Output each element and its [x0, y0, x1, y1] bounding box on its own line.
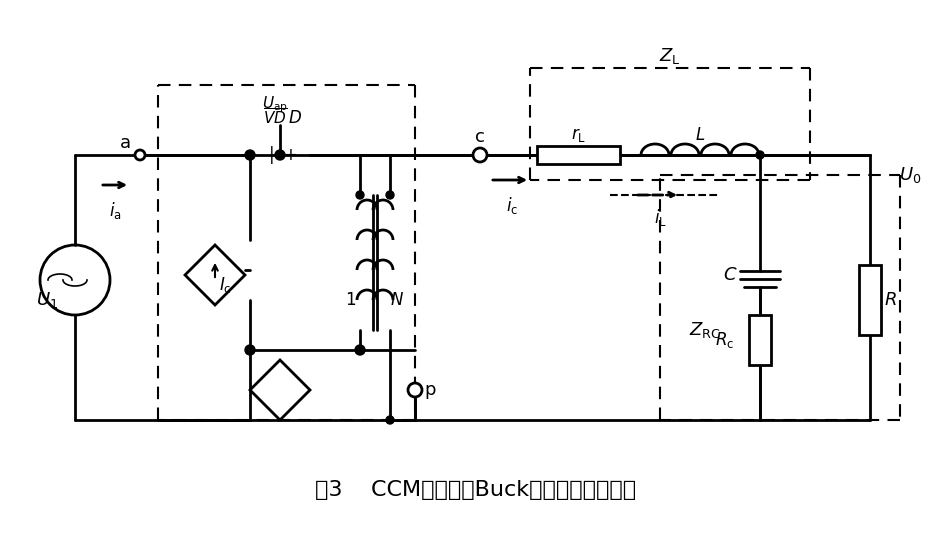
- Bar: [859, 265, 881, 335]
- Text: $i_{\rm L}$: $i_{\rm L}$: [653, 207, 666, 227]
- Text: $C$: $C$: [723, 266, 737, 284]
- Text: $R$: $R$: [883, 291, 897, 309]
- Circle shape: [356, 191, 364, 199]
- Text: 1: 1: [345, 291, 355, 309]
- Circle shape: [245, 345, 255, 355]
- Circle shape: [135, 150, 145, 160]
- Text: $U_{\rm ap}$: $U_{\rm ap}$: [262, 95, 288, 116]
- Text: p: p: [425, 381, 436, 399]
- Text: $I_{\rm c}$: $I_{\rm c}$: [219, 275, 231, 295]
- Circle shape: [245, 150, 255, 160]
- Text: +: +: [283, 146, 297, 164]
- Circle shape: [386, 191, 394, 199]
- Circle shape: [275, 150, 285, 160]
- Text: $L$: $L$: [695, 126, 705, 144]
- Text: a: a: [119, 134, 130, 152]
- Text: $\overline{VD}$: $\overline{VD}$: [263, 108, 288, 128]
- Circle shape: [355, 345, 365, 355]
- Text: $U_{\rm 0}$: $U_{\rm 0}$: [899, 165, 922, 185]
- Circle shape: [386, 416, 394, 424]
- Text: c: c: [475, 128, 485, 146]
- Text: $r_{\rm L}$: $r_{\rm L}$: [571, 126, 586, 144]
- Text: $N$: $N$: [390, 291, 404, 309]
- Text: $i_{\rm a}$: $i_{\rm a}$: [109, 199, 121, 221]
- Text: 图3    CCM模式下的Buck变换器小信号模型: 图3 CCM模式下的Buck变换器小信号模型: [315, 480, 637, 500]
- Text: $D$: $D$: [288, 109, 302, 127]
- Circle shape: [756, 151, 764, 159]
- Text: $i_{\rm c}$: $i_{\rm c}$: [506, 195, 518, 215]
- Text: $Z_{\rm RC}$: $Z_{\rm RC}$: [689, 320, 721, 340]
- Text: |: |: [269, 146, 275, 164]
- Text: $R_{\rm c}$: $R_{\rm c}$: [715, 330, 735, 350]
- Bar: [537, 146, 620, 164]
- Text: $Z_{\rm L}$: $Z_{\rm L}$: [659, 46, 681, 66]
- Circle shape: [408, 383, 422, 397]
- Text: $U_{\rm 1}$: $U_{\rm 1}$: [36, 290, 58, 310]
- Bar: [749, 315, 771, 365]
- Circle shape: [473, 148, 487, 162]
